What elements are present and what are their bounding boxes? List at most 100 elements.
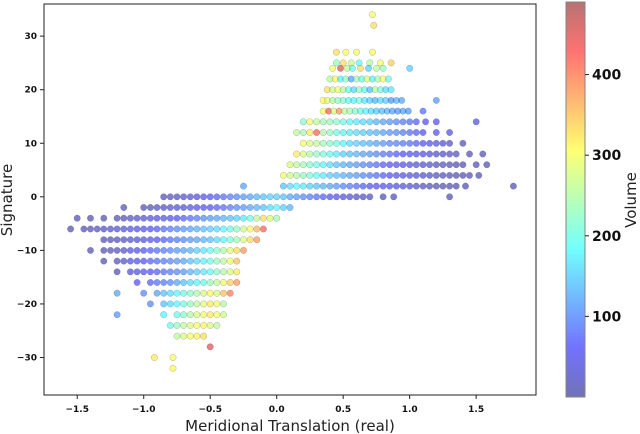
data-point (339, 171, 347, 179)
data-point (240, 225, 247, 233)
data-point (153, 225, 161, 233)
data-point (253, 214, 261, 222)
data-point (213, 279, 221, 286)
x-tick-label: 0.5 (335, 405, 351, 415)
data-point (333, 161, 340, 169)
data-point (240, 193, 247, 201)
data-point (220, 300, 227, 308)
data-point (339, 161, 347, 169)
data-point (349, 64, 356, 72)
data-point (412, 129, 420, 136)
data-point (186, 311, 194, 319)
data-point (472, 118, 480, 126)
data-point (180, 300, 188, 308)
data-point (399, 118, 407, 126)
data-point (432, 96, 440, 104)
data-point (432, 118, 440, 126)
data-point (326, 150, 334, 158)
data-point (426, 150, 434, 158)
data-point (359, 139, 367, 147)
data-point (353, 161, 360, 169)
data-point (160, 193, 168, 201)
data-point (306, 150, 314, 158)
data-point (220, 204, 227, 211)
data-point (93, 225, 101, 233)
data-point (359, 171, 367, 179)
data-point (169, 364, 177, 372)
x-tick-label: −0.5 (198, 405, 221, 415)
data-point (379, 64, 387, 72)
data-point (339, 129, 347, 136)
data-point (213, 289, 221, 297)
data-point (169, 354, 177, 361)
data-point (439, 171, 447, 179)
data-point (246, 236, 254, 244)
data-point (399, 171, 407, 179)
data-point (426, 139, 434, 147)
data-point (439, 161, 447, 169)
data-point (206, 236, 214, 244)
data-point (206, 311, 214, 319)
data-point (113, 311, 121, 319)
data-point (193, 268, 201, 276)
data-point (342, 48, 350, 56)
data-point (299, 129, 307, 136)
data-point (120, 225, 128, 233)
data-point (432, 150, 440, 158)
data-point (406, 118, 414, 126)
data-point (213, 204, 221, 211)
data-point (372, 171, 380, 179)
data-point (166, 246, 174, 254)
data-point (253, 204, 261, 211)
data-point (146, 204, 154, 211)
data-point (107, 225, 114, 233)
data-point (259, 193, 267, 201)
data-point (313, 182, 321, 190)
data-point (346, 161, 354, 169)
data-point (346, 129, 354, 136)
data-point (259, 225, 267, 233)
data-point (392, 171, 400, 179)
data-point (186, 204, 194, 211)
x-tick-label: 1.0 (402, 405, 418, 415)
data-point (153, 214, 161, 222)
data-point (419, 150, 427, 158)
data-point (193, 300, 201, 308)
data-point (240, 236, 247, 244)
data-point (372, 139, 380, 147)
data-point (233, 246, 241, 254)
data-point (353, 171, 360, 179)
data-point (273, 214, 281, 222)
data-point (293, 171, 301, 179)
data-point (186, 332, 194, 340)
data-point (452, 182, 460, 190)
data-point (186, 300, 194, 308)
data-point (166, 214, 174, 222)
data-point (419, 107, 427, 115)
data-point (213, 246, 221, 254)
data-point (100, 246, 108, 254)
data-point (140, 268, 148, 276)
y-tick-label: 20 (24, 86, 37, 96)
data-point (180, 332, 188, 340)
data-point (368, 48, 376, 56)
data-point (446, 161, 454, 169)
data-point (299, 171, 307, 179)
data-point (186, 268, 194, 276)
data-point (446, 129, 454, 136)
data-point (286, 171, 294, 179)
data-point (299, 139, 307, 147)
data-point (286, 161, 294, 169)
data-point (173, 311, 181, 319)
data-point (140, 225, 148, 233)
data-point (120, 236, 128, 244)
data-point (386, 171, 394, 179)
data-point (193, 289, 201, 297)
data-point (333, 182, 340, 190)
data-point (220, 311, 227, 319)
data-point (206, 257, 214, 265)
data-point (333, 150, 340, 158)
data-point (406, 161, 414, 169)
data-point (306, 193, 314, 201)
data-point (386, 118, 394, 126)
